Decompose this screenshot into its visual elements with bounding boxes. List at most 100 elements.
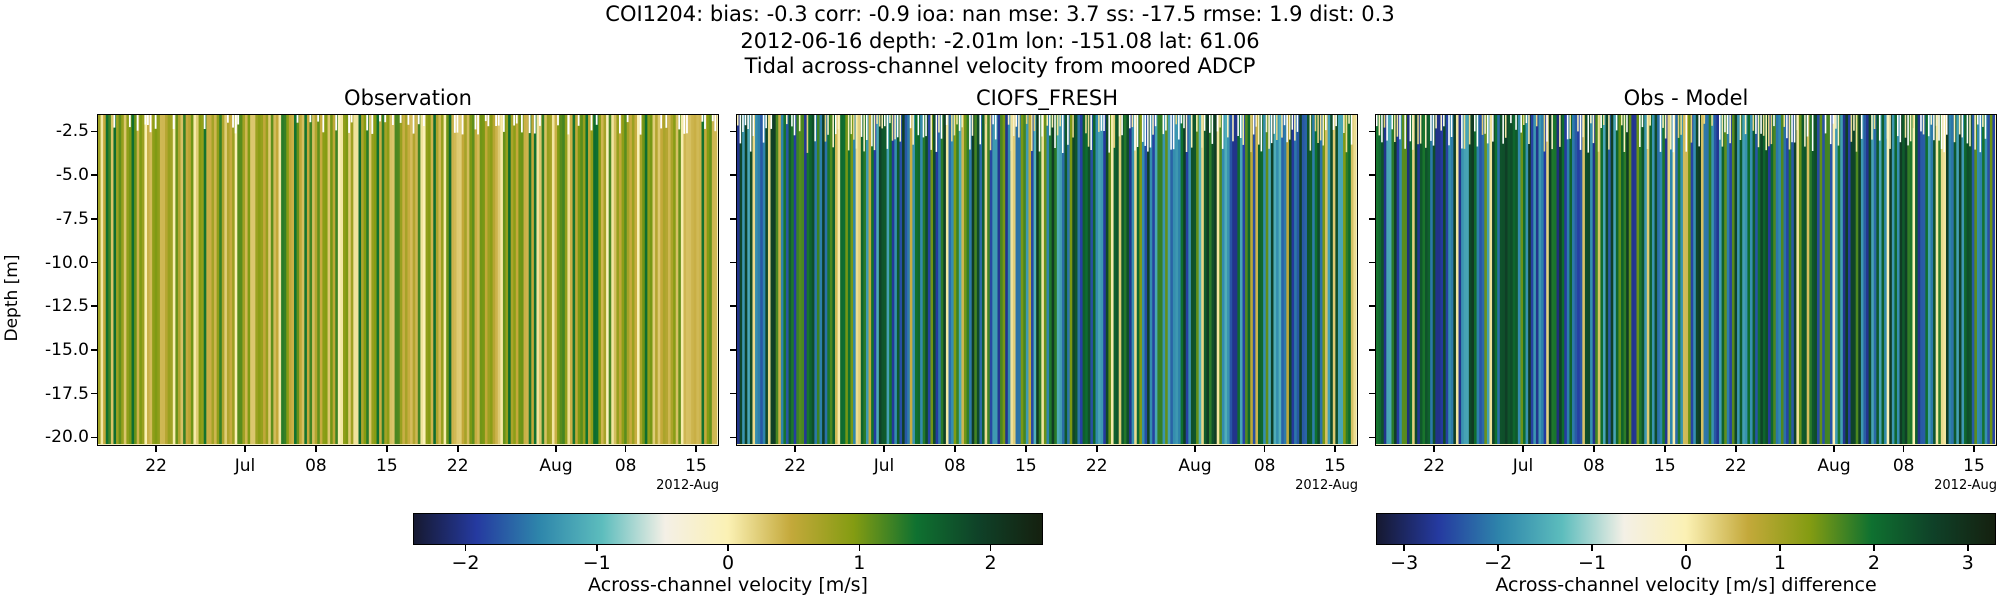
x-offset-label: 2012-Aug <box>1295 478 1358 493</box>
x-tick-label: 08 <box>944 456 966 476</box>
colorbar-tick-label: −2 <box>1484 552 1513 574</box>
heatmap-surface-cell <box>835 115 837 135</box>
heatmap-column <box>567 115 571 444</box>
y-tick-mark <box>730 261 736 264</box>
heatmap-column <box>969 115 973 444</box>
heatmap-column <box>1348 115 1352 444</box>
heatmap-surface-cell <box>1227 115 1229 138</box>
heatmap-column <box>539 115 543 444</box>
heatmap-column <box>1909 115 1913 444</box>
heatmap-column <box>701 115 705 444</box>
heatmap-column <box>678 115 682 444</box>
heatmap-column <box>1180 115 1184 444</box>
heatmap-column <box>1788 115 1792 444</box>
heatmap-surface-cell <box>1322 115 1325 146</box>
heatmap-column <box>1144 115 1148 444</box>
heatmap-surface-cell <box>474 115 477 130</box>
header-line-3: Tidal across-channel velocity from moore… <box>744 54 1256 78</box>
heatmap-column <box>1855 115 1859 444</box>
heatmap-column <box>814 115 818 444</box>
heatmap-column <box>1288 115 1292 444</box>
heatmap-surface-cell <box>1615 115 1618 131</box>
heatmap-column <box>963 115 967 444</box>
heatmap-surface-cell <box>296 115 299 123</box>
heatmap-surface-cell <box>971 115 974 136</box>
heatmap-column <box>639 115 643 444</box>
heatmap-column <box>647 115 651 444</box>
heatmap-column <box>1724 115 1728 444</box>
heatmap-column <box>865 115 869 444</box>
heatmap-column <box>1850 115 1854 444</box>
heatmap-column <box>1214 115 1218 444</box>
heatmap-surface-cell <box>366 115 369 131</box>
header-line-1: COI1204: bias: -0.3 corr: -0.9 ioa: nan … <box>605 2 1395 26</box>
heatmap-column <box>1252 115 1256 444</box>
x-tick-mark <box>1593 446 1595 452</box>
heatmap-surface-cell <box>567 115 570 135</box>
heatmap-column <box>1755 115 1759 444</box>
heatmap-surface-cell <box>1752 115 1755 131</box>
heatmap-surface-cell <box>1087 115 1090 147</box>
heatmap-surface-cell <box>1007 115 1010 125</box>
heatmap-column <box>1268 115 1272 444</box>
heatmap-column <box>1147 115 1151 444</box>
heatmap-column <box>1871 115 1875 444</box>
heatmap-column <box>490 115 494 444</box>
heatmap-column <box>340 115 344 444</box>
heatmap-column <box>397 115 401 444</box>
heatmap-column <box>1201 115 1205 444</box>
heatmap-surface-cell <box>1430 115 1432 141</box>
colorbar-tick-label: 3 <box>1961 552 1974 574</box>
heatmap-column <box>536 115 540 444</box>
heatmap-column <box>165 115 169 444</box>
panel-title-ciofs-fresh: CIOFS_FRESH <box>976 86 1118 110</box>
heatmap-column <box>1018 115 1022 444</box>
heatmap-surface-cell <box>1085 115 1087 134</box>
heatmap-column <box>1783 115 1787 444</box>
heatmap-column <box>624 115 628 444</box>
heatmap-column <box>1059 115 1063 444</box>
heatmap-column <box>1938 115 1942 444</box>
heatmap-column <box>343 115 346 444</box>
heatmap-column <box>1159 115 1163 444</box>
heatmap-column <box>948 115 952 444</box>
heatmap-observation <box>97 114 719 446</box>
heatmap-surface-cell <box>1196 115 1198 132</box>
x-tick-label: 15 <box>1963 456 1985 476</box>
heatmap-column <box>1103 115 1107 444</box>
x-tick-label: 22 <box>1423 456 1445 476</box>
heatmap-column <box>226 115 230 444</box>
y-tick-mark <box>730 436 736 438</box>
heatmap-column <box>662 115 666 444</box>
heatmap-column <box>428 115 432 444</box>
heatmap-column <box>590 115 594 444</box>
y-tick-mark <box>1369 392 1375 395</box>
heatmap-column <box>693 115 697 444</box>
heatmap-surface-cell <box>1147 115 1149 152</box>
heatmap-column <box>1744 115 1748 444</box>
panel-title-observation: Observation <box>344 86 472 110</box>
heatmap-column <box>1110 115 1114 444</box>
heatmap-column <box>554 115 558 444</box>
heatmap-column <box>1015 115 1019 444</box>
heatmap-column <box>459 115 463 444</box>
heatmap-column <box>118 115 122 444</box>
heatmap-column <box>549 115 553 444</box>
heatmap-surface-cell <box>1136 115 1139 147</box>
heatmap-surface-cell <box>497 115 500 126</box>
heatmap-column <box>1108 115 1112 444</box>
heatmap-surface-cell <box>786 115 788 125</box>
heatmap-surface-cell <box>1046 115 1049 126</box>
heatmap-surface-cell <box>1288 115 1291 140</box>
heatmap-column <box>1165 115 1169 444</box>
heatmap-surface-cell <box>1966 115 1969 144</box>
heatmap-surface-cell <box>1974 115 1976 150</box>
heatmap-column <box>668 115 671 444</box>
heatmap-column <box>1085 115 1089 444</box>
heatmap-surface-cell <box>1566 115 1569 140</box>
heatmap-column <box>1224 115 1228 444</box>
colorbar-velocity-label: Across-channel velocity [m/s] <box>588 574 868 596</box>
heatmap-surface-cell <box>1432 115 1435 146</box>
heatmap-surface-cell <box>533 115 536 134</box>
heatmap-column <box>1430 115 1434 444</box>
